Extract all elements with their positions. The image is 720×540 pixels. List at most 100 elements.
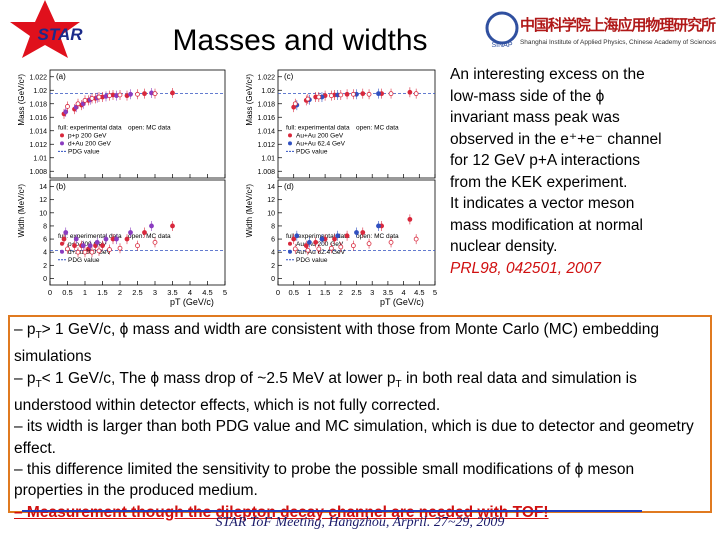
- y-tick-label: 14: [267, 184, 275, 191]
- reference: PRL98, 042501, 2007: [450, 259, 601, 277]
- x-tick-label: 3: [153, 288, 157, 297]
- logo-text: STAR: [37, 25, 83, 44]
- x-axis-label: pT (GeV/c): [380, 297, 424, 307]
- bullet: – its width is larger than both PDG valu…: [14, 416, 706, 459]
- legend-text: open: MC data: [128, 233, 171, 240]
- data-point: [305, 96, 311, 102]
- data-point: [338, 244, 344, 250]
- data-point: [65, 246, 70, 252]
- data-point: [72, 243, 77, 249]
- data-point: [319, 236, 325, 242]
- data-point: [376, 91, 381, 97]
- legend-text: open: MC data: [128, 124, 171, 131]
- x-tick-label: 0: [48, 288, 52, 297]
- x-tick-label: 2.5: [132, 288, 142, 297]
- y-tick-label: 1.014: [29, 128, 47, 135]
- data-point: [152, 239, 158, 245]
- legend-marker: [288, 133, 292, 138]
- data-point: [303, 243, 309, 249]
- legend-text: full: experimental data: [286, 124, 350, 131]
- data-point: [294, 233, 300, 239]
- side-line: from the KEK experiment.: [450, 173, 628, 191]
- sinap-abbr: SINAP: [491, 42, 512, 49]
- legend-marker: [60, 241, 64, 246]
- y-tick-label: 10: [39, 210, 47, 217]
- data-point: [366, 241, 372, 247]
- legend-text: full: experimental data: [58, 124, 122, 131]
- data-point: [100, 243, 105, 249]
- y-axis-label: Mass (GeV/c²): [17, 74, 26, 126]
- side-line: for 12 GeV p+A interactions: [450, 152, 640, 169]
- bullet: – pT< 1 GeV/c, The ϕ mass drop of ~2.5 M…: [14, 368, 706, 417]
- side-line: observed in the e⁺+e⁻ channel: [450, 130, 662, 148]
- y-tick-label: 0: [43, 276, 47, 283]
- data-point: [80, 243, 86, 249]
- legend-marker: [288, 249, 292, 254]
- bullet-text: T: [35, 378, 42, 390]
- data-point: [328, 93, 334, 99]
- data-point: [388, 91, 394, 97]
- data-point: [124, 236, 130, 242]
- side-line: nuclear density.: [450, 238, 558, 255]
- data-point: [117, 92, 123, 98]
- side-text: An interesting excess on the low-mass sid…: [450, 64, 662, 279]
- bullet: – this difference limited the sensitivit…: [14, 459, 706, 502]
- y-tick-label: 4: [271, 250, 275, 257]
- data-point: [82, 97, 88, 103]
- summary-box: – pT > 1 GeV/c, ϕ mass and width are cons…: [8, 315, 712, 521]
- bullet-text: – this difference limited the sensitivit…: [14, 460, 635, 500]
- legend-text: full: experimental data: [58, 233, 122, 240]
- data-point: [142, 230, 147, 235]
- data-point: [149, 223, 154, 229]
- footer: STAR ToF Meeting, Hangzhou, Arpril. 27~2…: [215, 515, 505, 530]
- legend-text: PDG value: [68, 148, 100, 155]
- y-tick-label: 1.012: [257, 142, 275, 149]
- data-point: [292, 101, 298, 107]
- data-point: [360, 230, 366, 235]
- panel-label: (a): [56, 72, 66, 81]
- plot-frame: [49, 69, 226, 179]
- y-tick-label: 1.018: [257, 101, 275, 108]
- x-tick-label: 1: [83, 288, 87, 297]
- legend-text: Au+Au 200 GeV: [296, 241, 344, 248]
- data-point: [128, 230, 133, 235]
- legend-text: Au+Au 62.4 GeV: [296, 140, 346, 147]
- x-tick-label: 2: [118, 288, 122, 297]
- x-tick-label: 0: [276, 288, 280, 297]
- data-point: [313, 239, 319, 245]
- data-point: [407, 216, 413, 222]
- data-point: [135, 91, 140, 97]
- data-point: [142, 91, 147, 97]
- data-point: [170, 90, 175, 96]
- y-tick-label: 1.012: [29, 142, 47, 149]
- y-tick-label: 1.01: [33, 155, 47, 162]
- x-tick-label: 3.5: [383, 288, 393, 297]
- institute-en: Shanghai Institute of Applied Physics, C…: [520, 39, 717, 46]
- x-tick-label: 4: [402, 288, 406, 297]
- side-line: It indicates a vector meson: [450, 195, 635, 212]
- legend-text: Au+Au 200 GeV: [296, 132, 344, 139]
- x-tick-label: 5: [223, 288, 227, 297]
- x-tick-label: 4: [188, 288, 192, 297]
- data-point: [82, 249, 88, 255]
- plots: 1.0081.011.0121.0141.0161.0181.021.022Ma…: [17, 69, 437, 307]
- y-tick-label: 2: [43, 263, 47, 270]
- x-tick-label: 2.5: [351, 288, 361, 297]
- bullet-text: > 1 GeV/c, ϕ mass and width are consiste…: [14, 321, 659, 366]
- x-tick-label: 3.5: [167, 288, 177, 297]
- data-point: [388, 239, 394, 245]
- data-point: [94, 239, 100, 245]
- data-point: [103, 236, 109, 242]
- data-point: [114, 236, 119, 242]
- x-tick-label: 1.5: [320, 288, 330, 297]
- plot-frame: [277, 69, 436, 179]
- y-tick-label: 8: [271, 223, 275, 230]
- x-tick-label: 3: [370, 288, 374, 297]
- y-tick-label: 1.022: [257, 74, 275, 81]
- data-point: [61, 236, 67, 242]
- bullet: – pT> 1 GeV/c, ϕ mass and width are cons…: [14, 319, 706, 368]
- bullet-text: – p: [14, 369, 36, 387]
- legend-text: PDG value: [68, 257, 100, 264]
- side-line: low-mass side of the ϕ: [450, 87, 605, 105]
- panel-label: (c): [284, 72, 294, 81]
